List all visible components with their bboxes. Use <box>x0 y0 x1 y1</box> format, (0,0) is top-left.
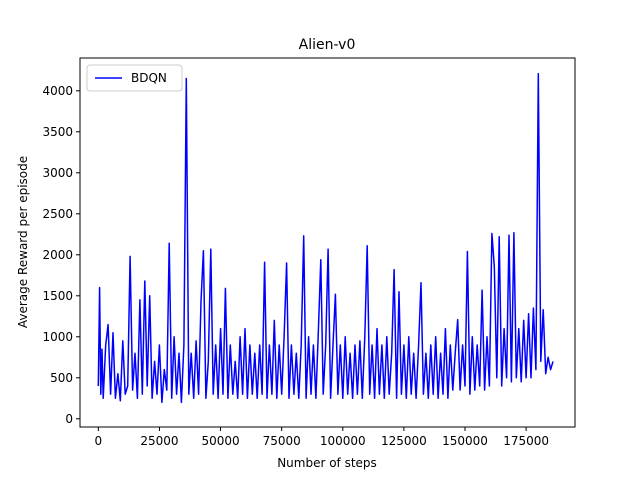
x-tick-label: 150000 <box>442 434 488 448</box>
x-tick-label: 0 <box>95 434 103 448</box>
x-axis: 0 25000 50000 75000 100000 125000 150000 175000 <box>95 427 549 448</box>
plot-frame <box>79 57 576 428</box>
series-line-bdqn <box>97 72 554 404</box>
y-tick-label: 2000 <box>42 248 73 262</box>
y-tick-label: 4000 <box>42 84 73 98</box>
x-tick-label: 75000 <box>263 434 301 448</box>
y-tick-label: 3500 <box>42 125 73 139</box>
legend-box <box>86 64 183 92</box>
x-tick-label: 25000 <box>140 434 178 448</box>
y-axis: 0 500 1000 1500 2000 2500 3000 3500 4000 <box>42 84 80 426</box>
y-tick-label: 3000 <box>42 166 73 180</box>
y-tick-label: 0 <box>65 412 73 426</box>
legend-label-bdqn: BDQN <box>131 71 167 85</box>
x-tick-label: 100000 <box>320 434 366 448</box>
x-tick-label: 50000 <box>201 434 239 448</box>
chart-title: Alien-v0 <box>299 37 356 53</box>
y-tick-label: 500 <box>50 371 73 385</box>
y-axis-label: Average Reward per episode <box>16 156 30 328</box>
series-layer <box>97 72 554 404</box>
y-tick-label: 1500 <box>42 289 73 303</box>
x-axis-label: Number of steps <box>277 456 377 470</box>
x-tick-label: 125000 <box>381 434 427 448</box>
x-tick-label: 175000 <box>503 434 549 448</box>
y-tick-label: 1000 <box>42 330 73 344</box>
y-tick-label: 2500 <box>42 207 73 221</box>
legend: BDQN <box>86 64 183 92</box>
